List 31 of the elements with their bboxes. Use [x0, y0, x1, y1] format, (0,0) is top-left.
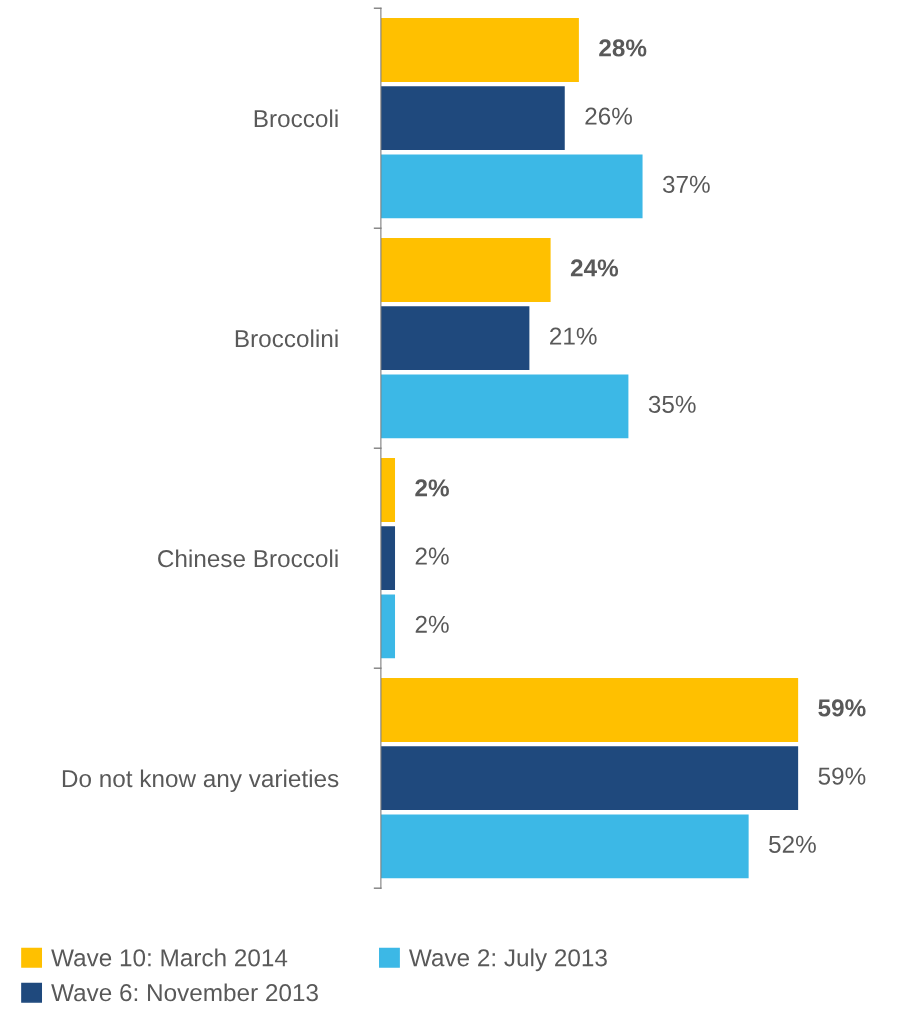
data-label: 21%: [550, 327, 597, 345]
data-label: 2%: [415, 479, 449, 497]
data-label: 37%: [662, 175, 710, 193]
data-label: 35%: [648, 395, 696, 413]
y-tick-label: Chinese Broccoli: [158, 549, 338, 568]
bar: [380, 18, 579, 82]
y-tick-label: Broccoli: [254, 109, 338, 128]
bar: [380, 306, 530, 371]
bar: [380, 154, 643, 219]
bar: [380, 238, 551, 302]
bar: [380, 526, 396, 591]
data-label: 59%: [818, 699, 866, 717]
data-label: 28%: [599, 39, 647, 57]
legend-label: Wave 2: July 2013: [408, 948, 607, 972]
data-label: 2%: [415, 547, 449, 565]
bar: [380, 374, 629, 439]
data-label: 24%: [570, 259, 619, 277]
data-label: 59%: [818, 767, 866, 785]
legend-label: Wave 6: November 2013: [51, 983, 318, 1002]
data-label: 52%: [769, 835, 816, 853]
bar: [380, 746, 799, 811]
bar: [380, 86, 565, 151]
bar: [380, 678, 799, 742]
y-tick-label: Do not know any varieties: [62, 769, 339, 793]
data-label: 26%: [585, 107, 632, 125]
legend-label: Wave 10: March 2014: [51, 948, 288, 967]
y-tick-label: Broccolini: [235, 329, 338, 348]
data-label: 2%: [415, 615, 449, 633]
bar: [380, 814, 749, 879]
bar: [380, 458, 396, 522]
bar: [380, 594, 396, 659]
